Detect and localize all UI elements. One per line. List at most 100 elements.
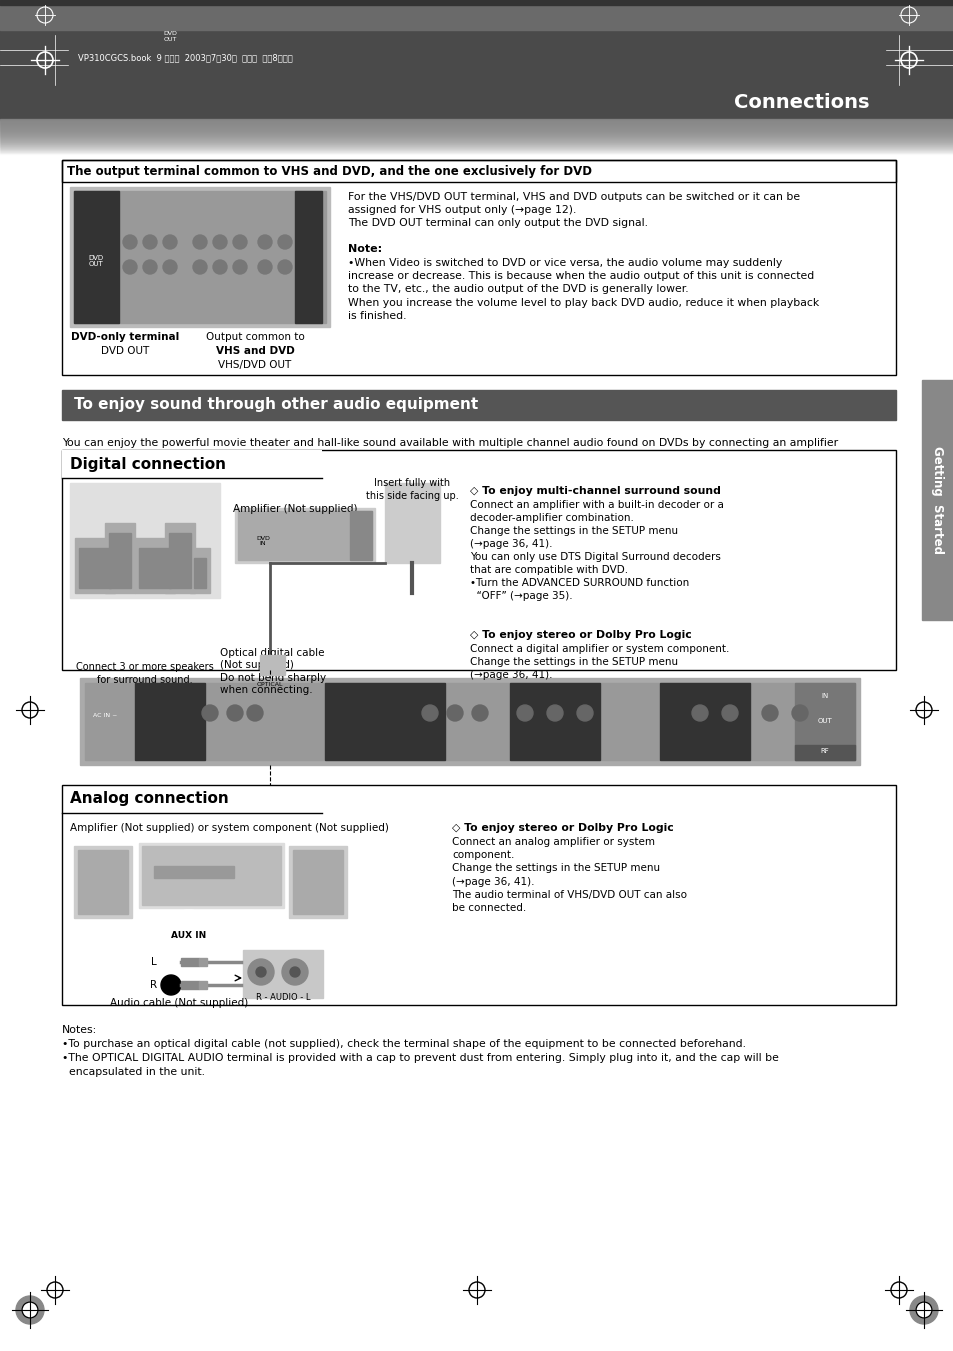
Circle shape [546,705,562,721]
Bar [181,981,199,989]
Text: ◇ To enjoy stereo or Dolby Pro Logic: ◇ To enjoy stereo or Dolby Pro Logic [470,630,691,640]
Text: •When Video is switched to DVD or vice versa, the audio volume may suddenly
incr: •When Video is switched to DVD or vice v… [348,258,819,320]
Bar [510,684,599,761]
Circle shape [791,705,807,721]
Circle shape [909,1296,937,1324]
Text: Digital connection: Digital connection [70,457,226,471]
Text: The output terminal common to VHS and DVD, and the one exclusively for DVD: The output terminal common to VHS and DV… [67,165,592,177]
Text: ◇ To enjoy multi-channel surround sound: ◇ To enjoy multi-channel surround sound [470,486,720,496]
Circle shape [161,975,181,994]
Text: Amplifier (Not supplied) or system component (Not supplied): Amplifier (Not supplied) or system compo… [70,823,389,834]
Bar [74,846,132,917]
Bar [243,950,323,998]
Bar [105,523,135,593]
Text: R: R [150,979,157,990]
Text: Analog connection: Analog connection [70,792,229,807]
Bar [325,684,444,761]
Text: OPTICAL: OPTICAL [256,681,283,686]
Bar [135,538,174,593]
Text: Getting  Started: Getting Started [930,446,943,554]
Bar [385,484,439,563]
Bar [139,549,171,588]
Circle shape [517,705,533,721]
Bar [79,549,111,588]
Text: Insert fully with
this side facing up.: Insert fully with this side facing up. [365,478,457,501]
Text: IN: IN [821,693,828,698]
Text: L: L [152,957,157,967]
Circle shape [193,259,207,274]
Bar [62,450,895,670]
Bar [237,511,372,561]
Text: Optical digital cable
(Not supplied)
Do not bend sharply
when connecting.: Optical digital cable (Not supplied) Do … [220,648,326,696]
Bar [62,159,895,376]
Text: To enjoy sound through other audio equipment: To enjoy sound through other audio equip… [74,397,477,412]
Circle shape [257,259,272,274]
Text: Notes:
•To purchase an optical digital cable (not supplied), check the terminal : Notes: •To purchase an optical digital c… [62,1025,778,1077]
Circle shape [159,911,219,970]
Text: For the VHS/DVD OUT terminal, VHS and DVD outputs can be switched or it can be
a: For the VHS/DVD OUT terminal, VHS and DV… [348,192,800,228]
Bar [62,390,895,420]
Circle shape [213,235,227,249]
Text: VHS/DVD OUT: VHS/DVD OUT [218,359,292,370]
Bar [78,850,128,915]
Text: Note:: Note: [348,245,382,254]
Text: DVD
IN: DVD IN [255,535,270,546]
Bar [70,484,220,598]
Text: Connect an analog amplifier or system
component.
Change the settings in the SETU: Connect an analog amplifier or system co… [452,838,686,913]
Circle shape [163,235,177,249]
Bar [350,511,372,561]
Circle shape [277,259,292,274]
Text: Connect an amplifier with a built-in decoder or a
decoder-amplifier combination.: Connect an amplifier with a built-in dec… [470,500,723,601]
Bar [169,534,191,588]
Bar [153,866,233,878]
Bar [294,190,322,323]
Bar [62,159,895,182]
Text: DVD-only terminal: DVD-only terminal [71,332,179,342]
Circle shape [123,235,137,249]
Text: Connect a digital amplifier or system component.
Change the settings in the SETU: Connect a digital amplifier or system co… [470,644,729,680]
Text: VP310CGCS.book  9 ページ  2003年7月30日  水曜日  午徉8時把分: VP310CGCS.book 9 ページ 2003年7月30日 水曜日 午徉8時… [78,54,293,62]
Circle shape [282,959,308,985]
Circle shape [915,1302,931,1319]
Bar [199,981,207,989]
Bar [0,0,953,5]
Bar [109,534,131,588]
Text: Connections: Connections [734,92,869,112]
Circle shape [161,952,181,971]
Circle shape [233,235,247,249]
Bar [293,850,343,915]
Bar [135,684,205,761]
Bar [165,523,194,593]
Circle shape [213,259,227,274]
Circle shape [143,259,157,274]
Bar [181,958,199,966]
Bar [199,958,207,966]
Bar [234,508,375,563]
Text: DVD OUT: DVD OUT [101,346,149,357]
Text: DVD
OUT: DVD OUT [163,31,176,42]
Circle shape [472,705,488,721]
Bar [74,190,119,323]
Text: Output common to: Output common to [206,332,304,342]
Circle shape [257,235,272,249]
Circle shape [193,235,207,249]
Circle shape [577,705,593,721]
Circle shape [16,1296,44,1324]
Bar [659,684,749,761]
Text: VHS and DVD: VHS and DVD [215,346,294,357]
Text: OUT: OUT [817,717,832,724]
Text: DVD
OUT: DVD OUT [89,254,104,267]
Bar [248,527,277,555]
Text: R - AUDIO - L: R - AUDIO - L [255,993,310,1002]
Bar [260,655,285,676]
Circle shape [163,259,177,274]
Text: AC IN ~: AC IN ~ [92,713,117,717]
Bar [139,843,284,908]
Circle shape [277,235,292,249]
Circle shape [761,705,778,721]
Circle shape [421,705,437,721]
Circle shape [247,705,263,721]
Bar [921,380,953,620]
Text: Amplifier (Not supplied): Amplifier (Not supplied) [233,504,356,513]
Circle shape [691,705,707,721]
